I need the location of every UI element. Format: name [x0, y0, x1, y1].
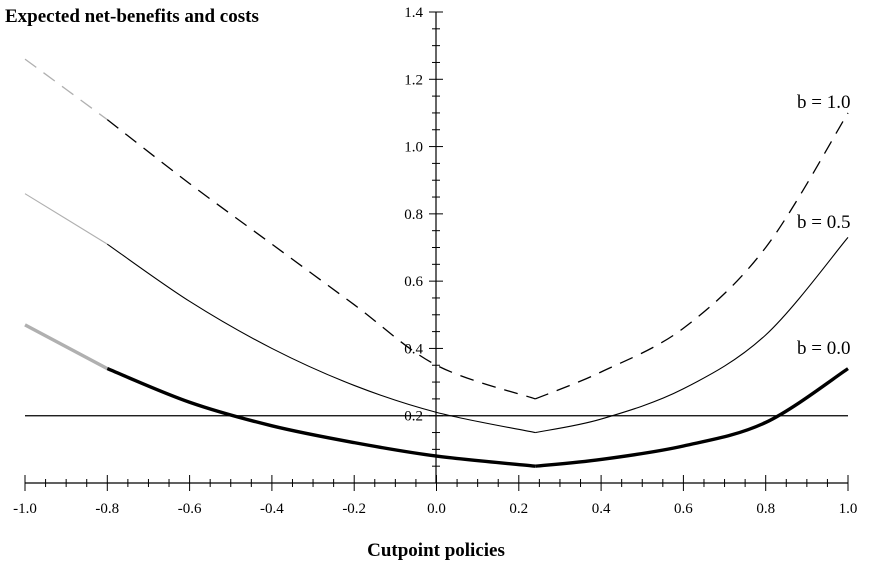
x-tick-label: 0.8	[756, 501, 775, 517]
series-1	[24, 58, 849, 400]
series-line-left-branch	[106, 243, 536, 434]
series-line-light-segment	[24, 193, 108, 245]
x-tick-label: -0.6	[178, 501, 202, 517]
x-tick-label: -0.8	[95, 501, 119, 517]
y-tick-label: 1.0	[404, 140, 423, 156]
x-tick-label: 0.6	[674, 501, 693, 517]
x-tick-label: -0.2	[342, 501, 366, 517]
x-tick-label: 0.2	[509, 501, 528, 517]
y-tick-label: 0.2	[404, 409, 423, 425]
y-tick-label: 0.4	[404, 341, 423, 357]
series-line-light-segment	[24, 58, 108, 121]
x-tick-label: -1.0	[13, 501, 37, 517]
y-tick-label: 0.8	[404, 207, 423, 223]
y-tick-label: 0.6	[404, 274, 423, 290]
series-line-right-branch	[535, 367, 849, 468]
x-tick-label: 0.0	[427, 501, 446, 517]
series-label: b = 0.5	[797, 212, 850, 233]
series-3	[24, 323, 849, 468]
x-tick-label: 0.4	[592, 501, 611, 517]
y-tick-label: 1.4	[404, 5, 423, 21]
series-line-left-branch	[106, 119, 536, 400]
series-2	[24, 193, 849, 434]
series-line-left-branch	[106, 367, 536, 468]
x-tick-label: -0.4	[260, 501, 284, 517]
series-line-right-branch	[535, 112, 849, 400]
x-tick-label: 1.0	[839, 501, 858, 517]
series-layer	[24, 58, 849, 468]
series-line-light-segment	[24, 323, 109, 371]
series-label: b = 0.0	[797, 338, 850, 359]
series-labels-layer: b = 1.0 b = 0.5 b = 0.0	[797, 92, 850, 359]
series-line-right-branch	[535, 237, 849, 434]
chart-title: Expected net-benefits and costs	[5, 6, 259, 27]
y-tick-label: 1.2	[404, 72, 423, 88]
series-label: b = 1.0	[797, 92, 850, 113]
x-axis-label: Cutpoint policies	[367, 540, 505, 561]
axes-layer: -1.0 -0.8 -0.6 -0.4 -0.2 0.0 0.2 0.4 0.6 0.8 1.0 0.…	[13, 5, 857, 517]
